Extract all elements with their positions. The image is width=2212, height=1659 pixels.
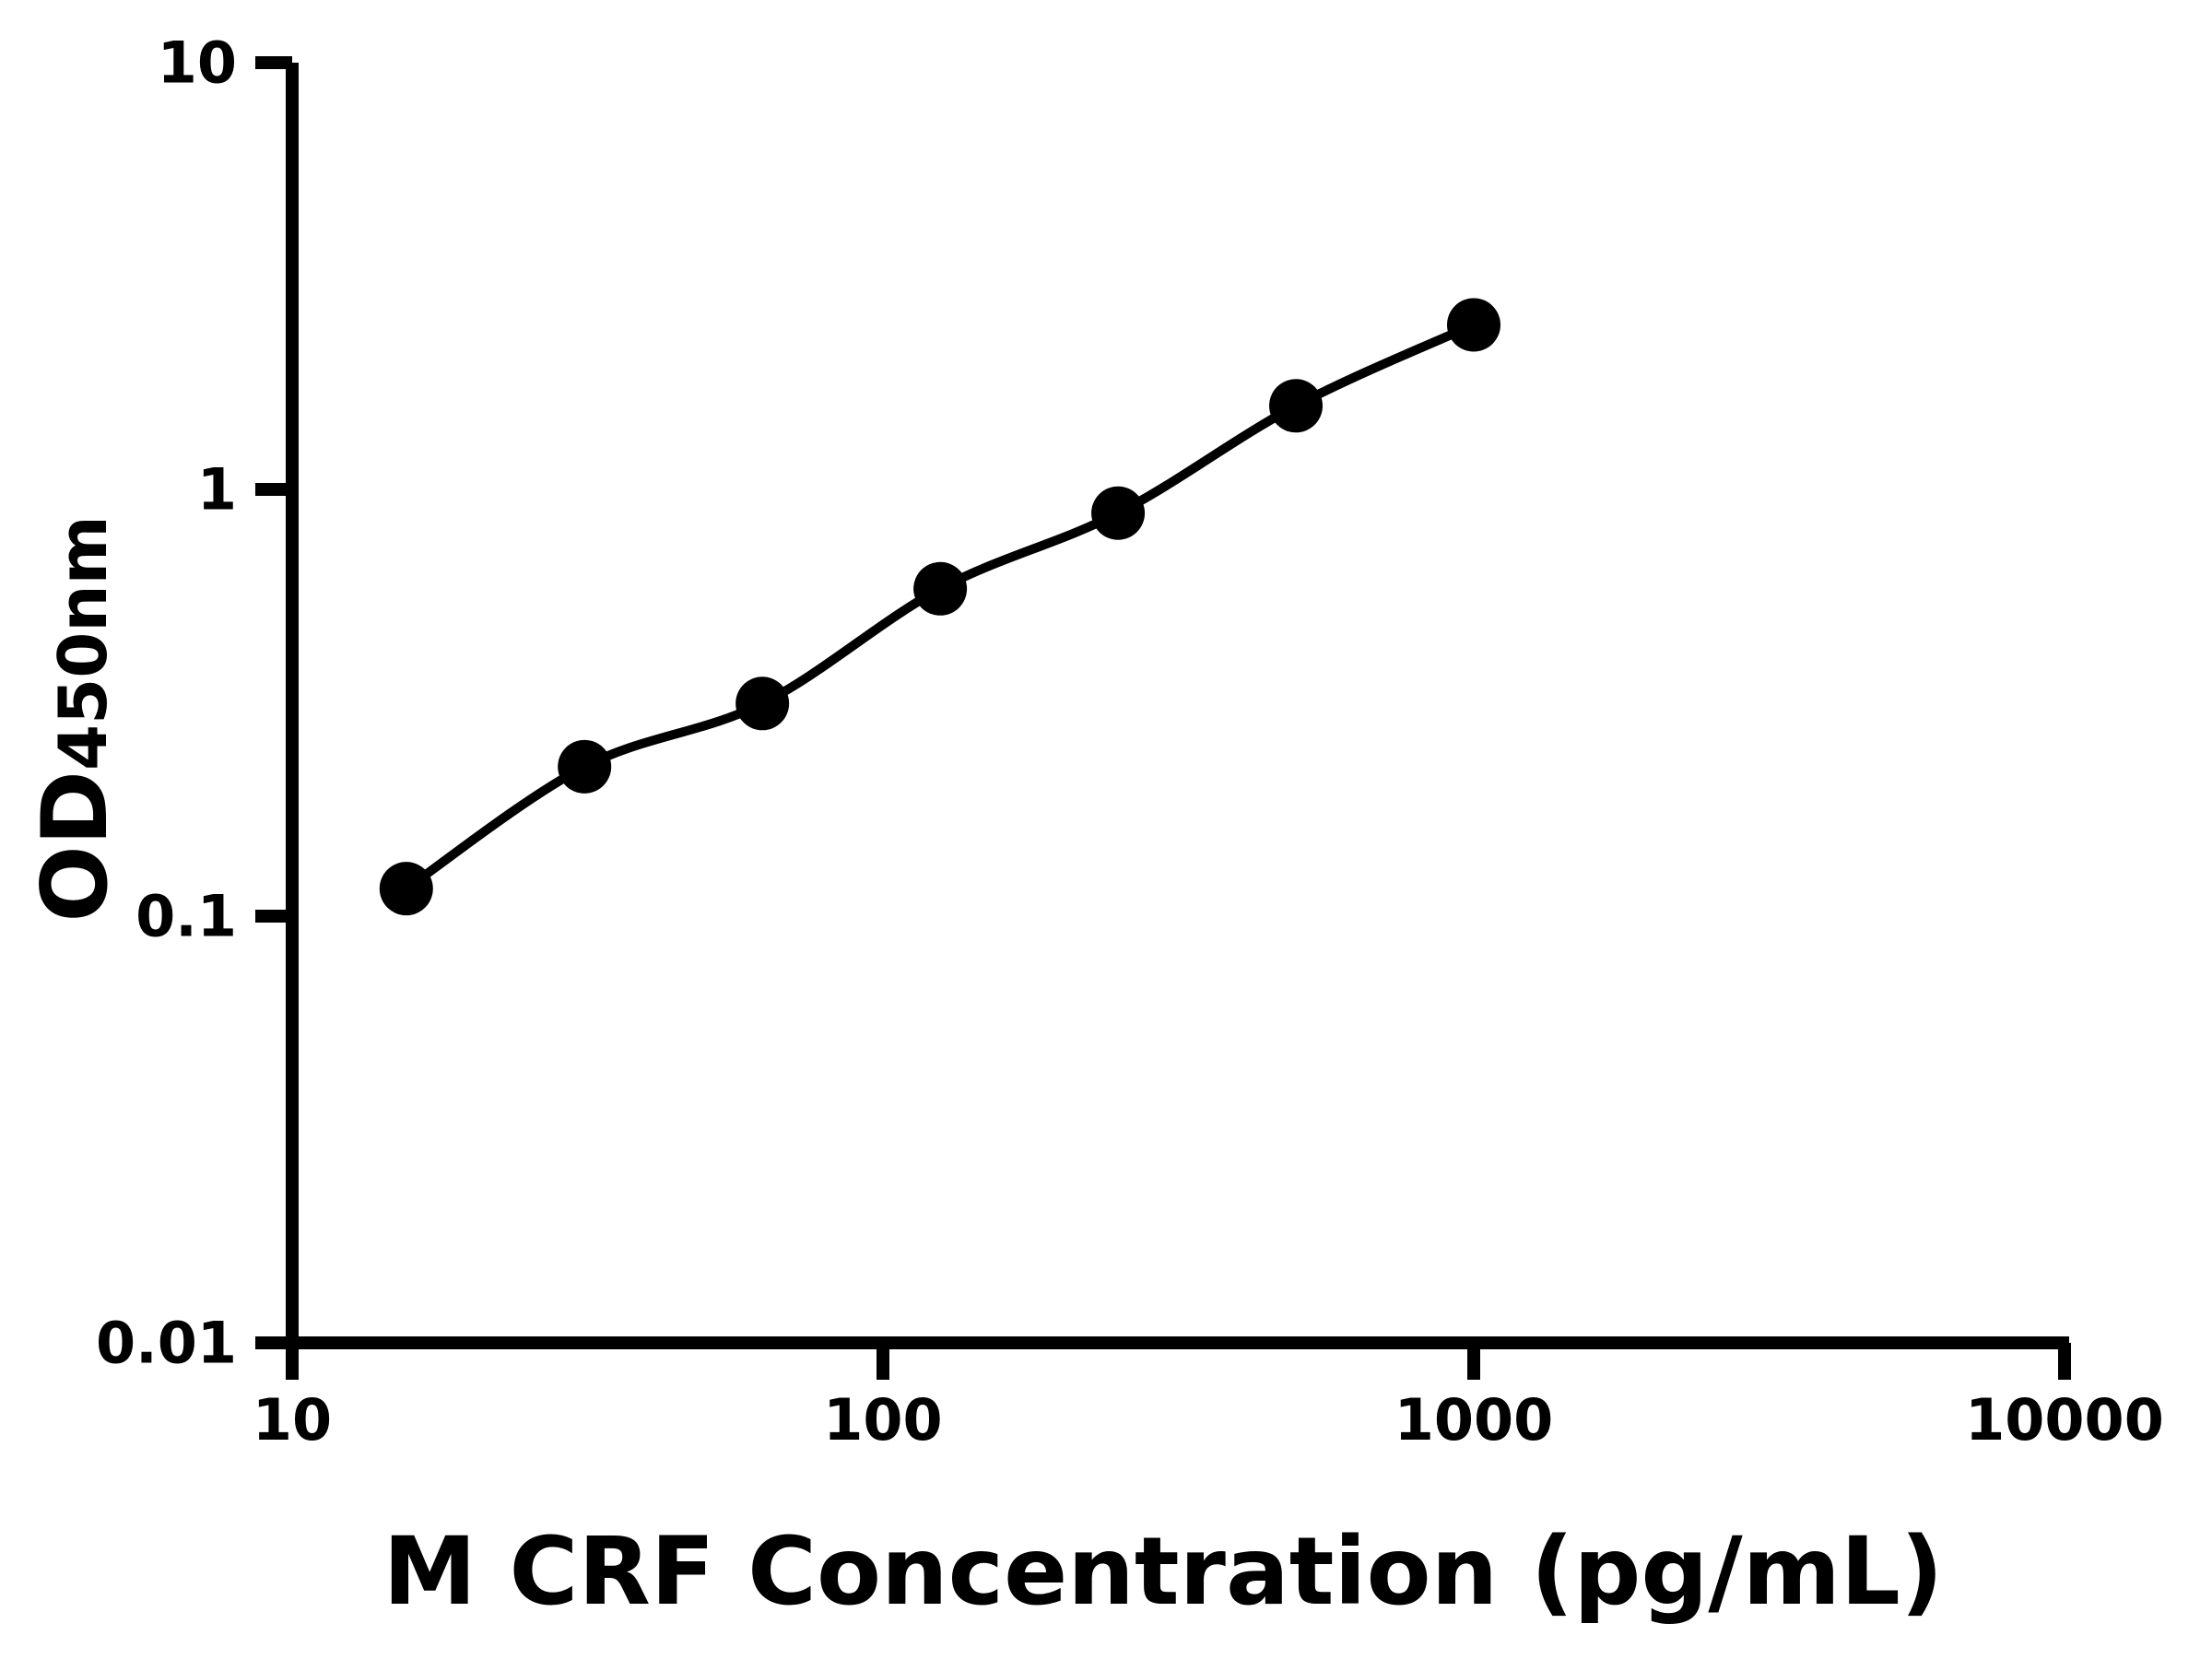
tick-labels: 10 100 1000 10000 10 1 0.1 0.01 bbox=[96, 29, 2164, 1454]
x-tick-label: 10000 bbox=[1965, 1386, 2164, 1453]
data-point bbox=[913, 561, 968, 616]
data-series bbox=[379, 298, 1500, 916]
x-axis-title: M CRF Concentration (pg/mL) bbox=[382, 1517, 1943, 1627]
y-tick-label: 1 bbox=[197, 456, 237, 524]
y-tick-label: 0.01 bbox=[96, 1310, 237, 1377]
data-point bbox=[1269, 379, 1324, 433]
y-axis-title-main: OD bbox=[23, 771, 128, 923]
data-point bbox=[1091, 486, 1146, 540]
axes bbox=[255, 63, 2069, 1349]
y-axis-title-subscript: 450nm bbox=[44, 515, 122, 771]
x-tick-label: 10 bbox=[253, 1386, 332, 1453]
x-tick-label: 100 bbox=[823, 1386, 942, 1453]
y-tick-label: 10 bbox=[158, 29, 237, 97]
y-tick-label: 0.1 bbox=[135, 883, 237, 950]
data-point bbox=[735, 677, 790, 731]
data-point bbox=[379, 862, 433, 916]
y-axis-title: OD450nm bbox=[23, 515, 128, 922]
x-tick-label: 1000 bbox=[1394, 1386, 1554, 1453]
data-point bbox=[1447, 298, 1500, 352]
data-point bbox=[558, 739, 612, 794]
tick-marks bbox=[255, 56, 2071, 1380]
